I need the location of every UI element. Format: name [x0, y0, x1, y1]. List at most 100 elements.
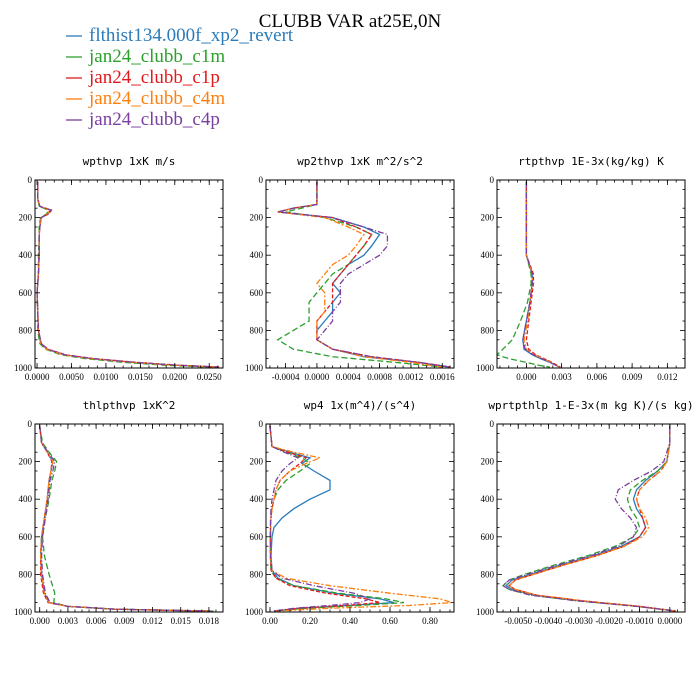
x-tick-label: 0.012	[657, 372, 677, 382]
series-line-jan24-clubb-c1p	[508, 425, 676, 612]
y-tick-label: 800	[250, 569, 264, 579]
series-line-flthist134-000f-xp2-revert	[505, 425, 676, 612]
x-tick-label: 0.60	[382, 616, 398, 626]
y-tick-label: 800	[481, 325, 495, 335]
y-tick-label: 400	[19, 494, 33, 504]
y-tick-label: 400	[481, 494, 495, 504]
y-tick-label: 800	[19, 569, 33, 579]
panels: wpthvp 1xK m/s0.0000 0.0050 0.0100 0.0150 0.…	[14, 155, 694, 626]
x-tick-label: 0.80	[422, 616, 438, 626]
y-tick-label: 800	[481, 569, 495, 579]
y-tick-label: 200	[19, 457, 33, 467]
y-tick-label: 0	[28, 175, 33, 185]
x-tick-label: 0.003	[552, 372, 573, 382]
x-tick-label: 0.000	[516, 372, 537, 382]
series-line-flthist134-000f-xp2-revert	[277, 181, 451, 368]
panel-title: wprtpthlp 1-E-3x(m kg K)/(s kg)	[488, 399, 693, 412]
plot-frame	[34, 179, 224, 369]
plot-frame	[496, 423, 686, 613]
panel-5: wp4 1x(m^4)/(s^4) 0.00 0.20 0.40 0.60 0.80 0 20…	[245, 399, 455, 626]
legend-entry-jan24-clubb-c4p: jan24_clubb_c4p	[88, 109, 220, 130]
series-line-jan24-clubb-c4p	[501, 425, 676, 612]
series-line-jan24-clubb-c4m	[523, 181, 560, 368]
panel-6: wprtpthlp 1-E-3x(m kg K)/(s kg)-0.0050 -0…	[476, 399, 694, 626]
x-tick-label: 0.0050	[59, 372, 84, 382]
series-line-jan24-clubb-c4p	[277, 181, 451, 368]
x-tick-label: 0.0000	[305, 372, 330, 382]
y-tick-label: 1000	[245, 607, 264, 617]
series-line-jan24-clubb-c1p	[39, 425, 209, 612]
y-tick-label: 200	[19, 213, 33, 223]
series-line-jan24-clubb-c4p	[39, 425, 211, 612]
x-tick-label: 0.006	[86, 616, 107, 626]
series-line-flthist134-000f-xp2-revert	[36, 181, 218, 368]
y-tick-label: 200	[481, 213, 495, 223]
x-tick-label: 0.40	[342, 616, 358, 626]
x-tick-label: 0.0008	[367, 372, 392, 382]
y-tick-label: 600	[19, 532, 33, 542]
x-tick-label: 0.0004	[336, 372, 361, 382]
y-tick-label: 200	[250, 213, 264, 223]
x-tick-label: 0.003	[58, 616, 79, 626]
y-tick-label: 0	[490, 419, 495, 429]
series-line-jan24-clubb-c1m	[39, 425, 214, 612]
y-tick-label: 1000	[14, 607, 33, 617]
x-tick-label: 0.009	[622, 372, 643, 382]
series-line-jan24-clubb-c1m	[276, 181, 443, 368]
y-tick-label: 400	[250, 250, 264, 260]
y-tick-label: 400	[19, 250, 33, 260]
legend-entry-jan24-clubb-c1p: jan24_clubb_c1p	[88, 67, 220, 88]
y-tick-label: 600	[250, 532, 264, 542]
x-tick-label: 0.015	[171, 616, 192, 626]
x-tick-label: 0.006	[587, 372, 608, 382]
x-tick-label: 0.012	[142, 616, 162, 626]
plot-frame	[496, 179, 686, 369]
x-tick-label: 0.20	[302, 616, 318, 626]
y-tick-label: 800	[19, 325, 33, 335]
series-line-jan24-clubb-c4p	[36, 181, 219, 368]
y-tick-label: 0	[259, 175, 264, 185]
series-line-jan24-clubb-c1p	[277, 181, 451, 368]
panel-1: wpthvp 1xK m/s 0.0000 0.0050 0.0100 0.0150 0.…	[14, 155, 224, 382]
x-tick-label: 0.00	[262, 616, 278, 626]
x-tick-label: 0.0012	[399, 372, 424, 382]
series-line-flthist134-000f-xp2-revert	[522, 181, 560, 368]
series-line-jan24-clubb-c4p	[522, 181, 560, 368]
y-tick-label: 0	[259, 419, 264, 429]
series-line-jan24-clubb-c1p	[36, 181, 220, 368]
y-tick-label: 600	[481, 532, 495, 542]
panel-2: wp2thvp 1xK m^2/s^2 -0.0004 0.0000 0.0004 0.…	[245, 155, 455, 382]
y-tick-label: 600	[19, 288, 33, 298]
y-tick-label: 200	[250, 457, 264, 467]
panel-title: wp4 1x(m^4)/(s^4)	[304, 399, 417, 412]
panel-3: rtpthvp 1E-3x(kg/kg) K 0.000 0.003 0.006 0.0…	[476, 155, 686, 382]
series-line-jan24-clubb-c4m	[277, 181, 443, 368]
x-tick-label: 0.0250	[197, 372, 222, 382]
series-line-jan24-clubb-c4p	[269, 425, 372, 612]
y-tick-label: 600	[481, 288, 495, 298]
panel-title: rtpthvp 1E-3x(kg/kg) K	[518, 155, 664, 168]
plot-frame	[265, 179, 455, 369]
y-tick-label: 800	[250, 325, 264, 335]
legend-entry-flthist134-000f-xp2-revert: flthist134.000f_xp2_revert	[89, 25, 294, 46]
x-tick-label: 0.009	[114, 616, 135, 626]
series-line-flthist134-000f-xp2-revert	[269, 425, 395, 612]
series-line-jan24-clubb-c4m	[269, 425, 453, 612]
y-tick-label: 1000	[476, 363, 495, 373]
y-tick-label: 1000	[14, 363, 33, 373]
panel-title: wpthvp 1xK m/s	[83, 155, 176, 168]
series-line-jan24-clubb-c1m	[36, 181, 210, 368]
y-tick-label: 400	[250, 494, 264, 504]
panel-title: thlpthvp 1xK^2	[83, 399, 176, 412]
series-line-flthist134-000f-xp2-revert	[39, 425, 209, 612]
legend-entry-jan24-clubb-c1m: jan24_clubb_c1m	[88, 46, 225, 67]
x-tick-label: 0.0200	[162, 372, 187, 382]
x-tick-label: -0.0050	[504, 616, 532, 626]
y-tick-label: 1000	[476, 607, 495, 617]
x-tick-label: 0.0000	[25, 372, 50, 382]
series-line-jan24-clubb-c1m	[501, 425, 676, 612]
y-tick-label: 600	[250, 288, 264, 298]
y-tick-label: 0	[490, 175, 495, 185]
y-tick-label: 1000	[245, 363, 264, 373]
series-line-jan24-clubb-c1m	[269, 425, 405, 612]
